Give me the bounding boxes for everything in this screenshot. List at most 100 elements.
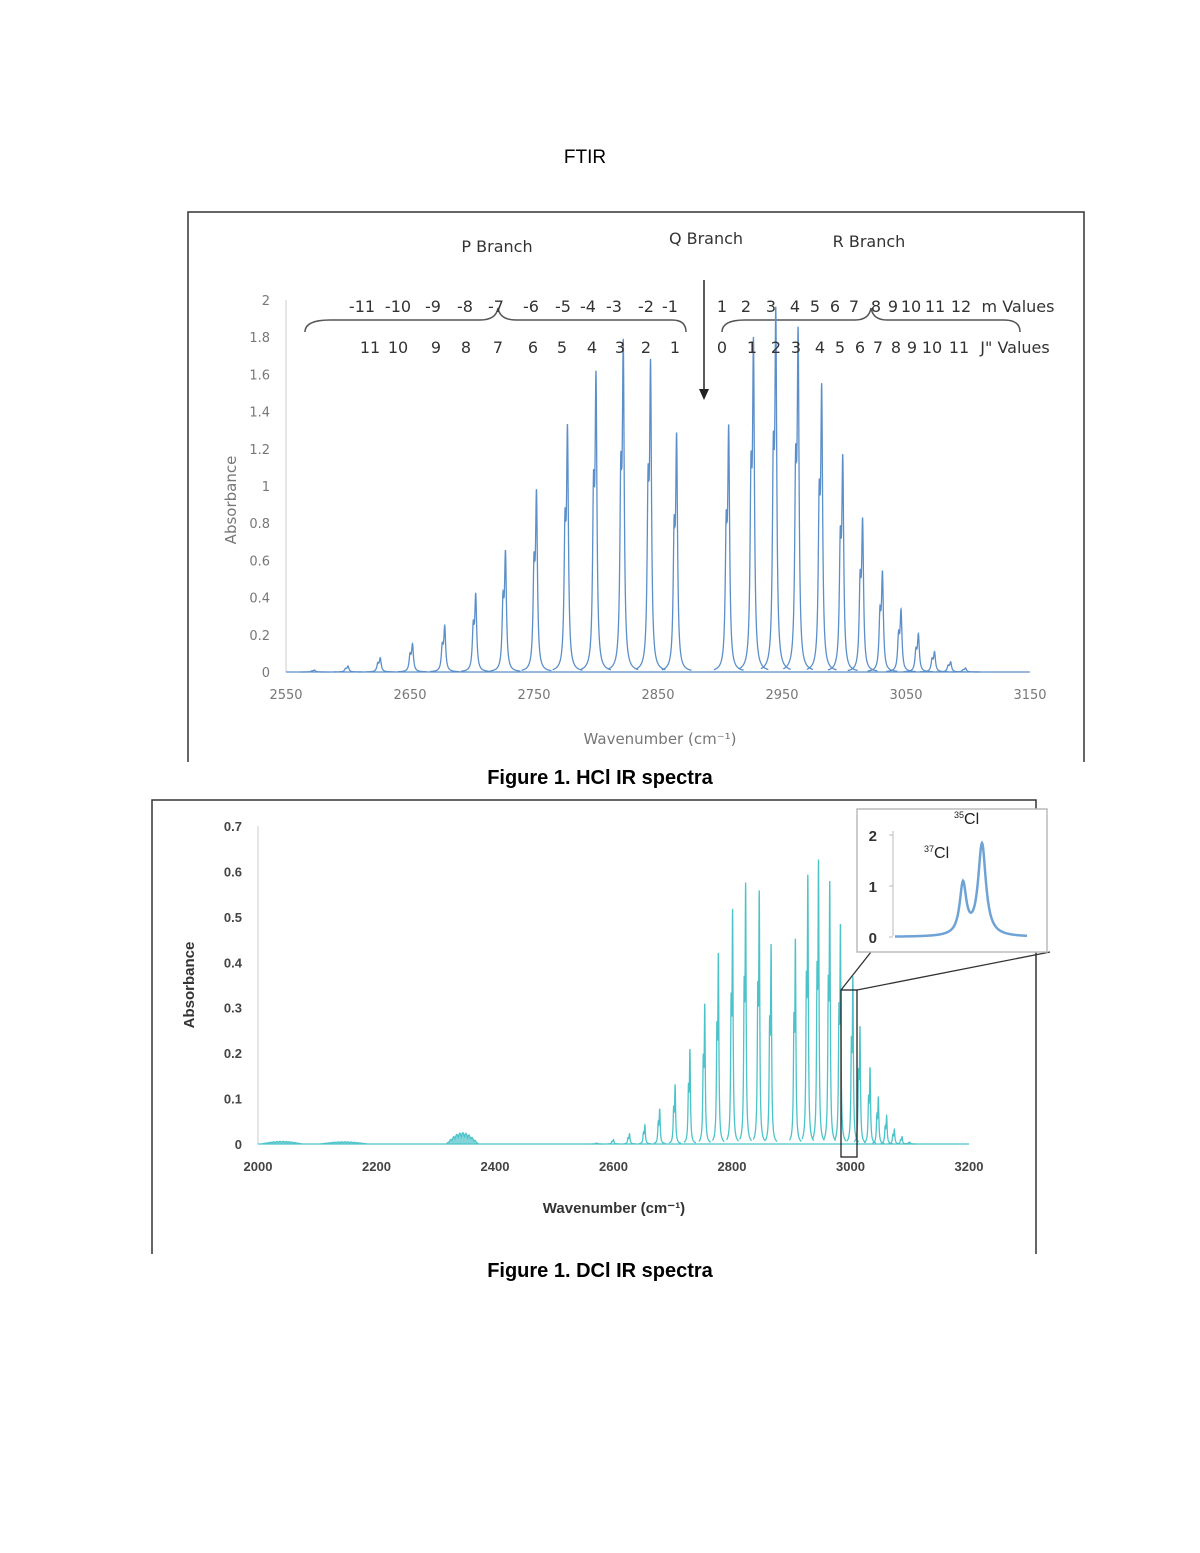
j-value-label: 7	[493, 338, 503, 357]
m-value-label: 1	[717, 297, 727, 316]
y-tick-label: 0.8	[249, 517, 270, 532]
x-tick-label: 2200	[362, 1159, 391, 1174]
m-value-label: -6	[523, 297, 539, 316]
spectrum-peak	[760, 306, 791, 670]
spectrum-peak	[738, 336, 769, 671]
m-value-label: -11	[349, 297, 375, 316]
spectrum-peak	[683, 1049, 697, 1144]
spectrum-peak	[552, 424, 583, 671]
spectrum-peak	[668, 1084, 682, 1144]
j-value-label: 2	[771, 338, 781, 357]
inset-y-tick-label: 1	[869, 879, 877, 896]
m-value-label: 11	[925, 297, 945, 316]
minor-band	[320, 1141, 368, 1145]
m-value-label: 5	[810, 297, 820, 316]
x-tick-label: 2650	[393, 688, 426, 703]
spectrum-peak	[853, 1026, 867, 1144]
y-tick-label: 1.4	[249, 406, 270, 421]
spectrum-peak	[833, 923, 847, 1142]
x-tick-label: 2550	[269, 688, 302, 703]
j-value-label: 9	[907, 338, 917, 357]
m-value-label: -1	[662, 297, 678, 316]
m-value-label: 8	[871, 297, 881, 316]
inset-spectrum-line	[894, 840, 1028, 938]
spectrum-peak	[460, 592, 491, 673]
figure-caption-2: Figure 1. DCl IR spectra	[487, 1260, 713, 1282]
y-tick-label: 0.1	[224, 1092, 242, 1107]
spectrum-peak	[333, 665, 363, 673]
j-value-label: 5	[835, 338, 845, 357]
x-tick-label: 3150	[1013, 688, 1046, 703]
j-value-label: 1	[747, 338, 757, 357]
m-value-label: 4	[790, 297, 800, 316]
chart2-frame	[151, 799, 1037, 1254]
y-tick-label: 0.4	[249, 592, 270, 607]
x-tick-label: 2600	[599, 1159, 628, 1174]
m-value-label: 9	[888, 297, 898, 316]
spectrum-peak	[698, 1003, 711, 1143]
j-value-label: 4	[587, 338, 597, 357]
spectrum-peak	[847, 517, 878, 672]
m-value-label: 2	[741, 297, 751, 316]
spectrum-peak	[365, 656, 396, 673]
x-tick-label: 2800	[718, 1159, 747, 1174]
spectrum-peak	[711, 952, 725, 1143]
m-value-label: -5	[555, 297, 571, 316]
spectrum-peak	[896, 1135, 908, 1145]
spectrum-peak	[886, 606, 916, 673]
y-tick-label: 0.7	[224, 819, 242, 834]
y-tick-label: 0.5	[224, 910, 242, 925]
chart1-frame	[187, 211, 1085, 762]
spectrum-peak	[397, 642, 428, 673]
j-values-label: J" Values	[979, 338, 1049, 357]
spectrum-peak	[806, 383, 837, 671]
y-tick-label: 0.2	[249, 629, 270, 644]
y-tick-label: 0.4	[224, 955, 243, 970]
zoom-connector-line	[840, 951, 872, 991]
j-value-label: 3	[791, 338, 801, 357]
j-value-label: 8	[891, 338, 901, 357]
j-value-label: 8	[461, 338, 471, 357]
y-tick-label: 1.2	[249, 443, 270, 458]
spectrum-peak	[580, 370, 612, 671]
figure-caption-1: Figure 1. HCl IR spectra	[487, 767, 713, 789]
spectrum-peak	[888, 1128, 901, 1145]
m-value-label: -8	[457, 297, 473, 316]
m-value-label: 3	[766, 297, 776, 316]
zoom-connector-line	[856, 951, 1051, 991]
spectrum-peak	[608, 338, 639, 671]
y-tick-label: 0	[262, 666, 270, 681]
p-branch-label: P Branch	[461, 237, 532, 256]
spectrum-peak	[713, 424, 744, 671]
spectrum-peak	[521, 489, 552, 672]
spectrum-peak	[919, 650, 950, 673]
m-value-label: -7	[488, 297, 504, 316]
r-branch-brace	[721, 307, 1021, 333]
y-tick-label: 2	[262, 294, 270, 309]
m-value-label: -9	[425, 297, 441, 316]
arrow-head-icon	[699, 389, 709, 400]
hcl-chart: Absorbance Wavenumber (cm⁻¹) P Branch Q …	[222, 229, 1054, 748]
m-value-label: 12	[951, 297, 971, 316]
r-branch-label: R Branch	[833, 232, 906, 251]
m-values-label: m Values	[982, 297, 1055, 316]
inset-y-tick-label: 0	[869, 930, 877, 947]
y-tick-label: 1.8	[249, 331, 270, 346]
y-tick-label: 0.6	[249, 554, 270, 569]
y-tick-label: 1	[262, 480, 270, 495]
j-value-label: 7	[873, 338, 883, 357]
spectrum-peak	[903, 632, 934, 673]
spectrum-peak	[752, 890, 766, 1142]
spectrum-peak	[823, 881, 837, 1142]
j-value-label: 11	[949, 338, 969, 357]
spectrum-peak	[880, 1113, 893, 1145]
spectrum-peak	[638, 1123, 651, 1145]
j-value-label: 9	[431, 338, 441, 357]
spectrum-peak	[863, 1067, 877, 1144]
spectrum-peak	[827, 454, 858, 672]
spectrum-peak	[935, 661, 966, 673]
page-heading: FTIR	[564, 147, 606, 168]
spectrum-peak	[872, 1096, 885, 1145]
m-value-label: 7	[849, 297, 859, 316]
